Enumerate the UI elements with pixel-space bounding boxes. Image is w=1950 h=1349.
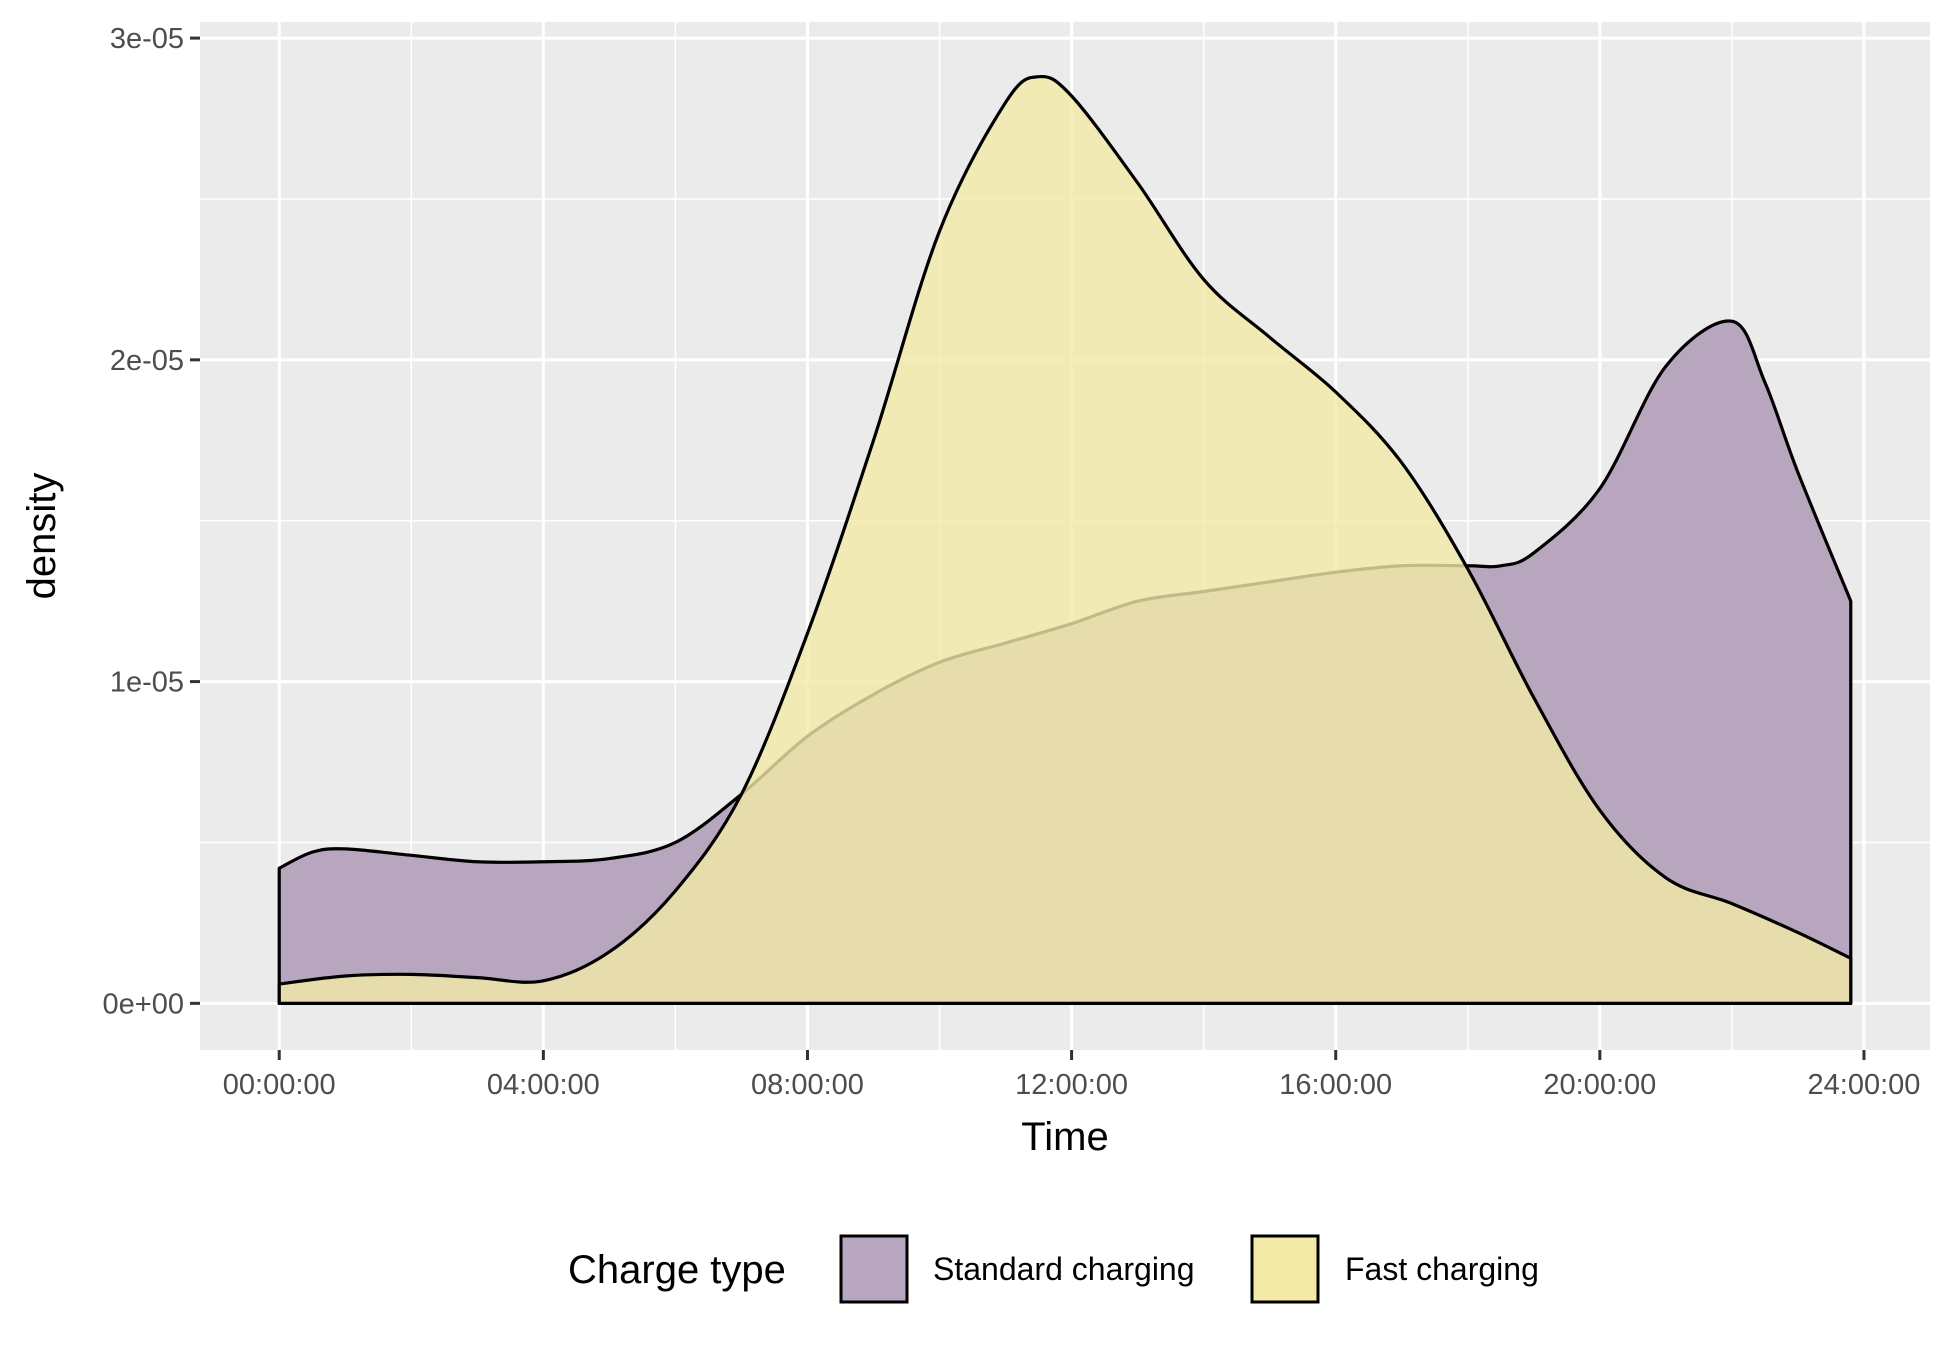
x-tick-label: 24:00:00 — [1808, 1069, 1921, 1101]
legend-label-fast-charging: Fast charging — [1345, 1251, 1539, 1287]
x-tick-label: 00:00:00 — [223, 1069, 336, 1101]
x-tick-label: 08:00:00 — [751, 1069, 864, 1101]
y-tick-label: 1e-05 — [110, 667, 184, 699]
y-tick-label: 3e-05 — [110, 23, 184, 55]
density-areas — [277, 74, 1853, 1005]
x-tick-label: 20:00:00 — [1543, 1069, 1656, 1101]
x-tick-label: 04:00:00 — [487, 1069, 600, 1101]
x-tick-label: 12:00:00 — [1015, 1069, 1128, 1101]
density-area-fast-charging — [277, 74, 1853, 1005]
x-tick-label: 16:00:00 — [1279, 1069, 1392, 1101]
legend-title: Charge type — [568, 1248, 786, 1292]
legend: Charge type Standard charging Fast charg… — [568, 1234, 1539, 1304]
x-axis: 00:00:00 04:00:00 08:00:00 12:00:00 16:00:00… — [223, 1050, 1921, 1101]
legend-label-standard-charging: Standard charging — [933, 1251, 1195, 1287]
y-tick-label: 0e+00 — [103, 988, 184, 1020]
y-axis: 0e+00 1e-05 2e-05 3e-05 — [103, 23, 200, 1020]
x-axis-title: Time — [1021, 1115, 1108, 1159]
legend-key-fast-charging — [1250, 1234, 1320, 1304]
legend-key-standard-charging — [839, 1234, 909, 1304]
y-tick-label: 2e-05 — [110, 345, 184, 377]
y-axis-title: density — [20, 473, 64, 600]
